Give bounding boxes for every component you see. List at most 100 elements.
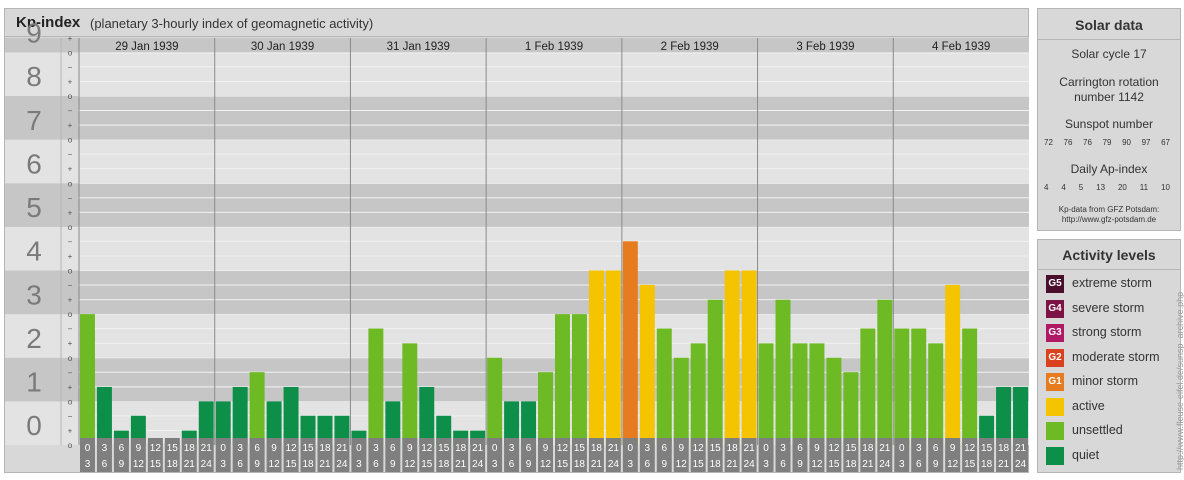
- kp-bar: [707, 299, 723, 445]
- sunspot-value: 72: [1044, 138, 1053, 147]
- kp-band: [5, 357, 1029, 402]
- sunspot-value: 79: [1102, 138, 1112, 147]
- interval-box: [419, 438, 435, 472]
- third-mark: o: [68, 179, 73, 188]
- y-tick-label: 9: [26, 18, 42, 49]
- interval-start-label: 3: [916, 443, 922, 454]
- interval-end-label: 3: [628, 459, 634, 470]
- y-tick-label: 7: [26, 105, 42, 136]
- kp-bar: [741, 270, 757, 445]
- interval-end-label: 24: [336, 459, 348, 470]
- interval-start-label: 6: [119, 443, 125, 454]
- kp-band: [5, 96, 1029, 140]
- kp-bar: [962, 328, 978, 445]
- legend-label: active: [1072, 398, 1105, 413]
- ap-values: 4 4 5 13 20 11 10: [1044, 183, 1170, 192]
- kp-bar: [300, 415, 316, 445]
- legend-item-unsettled: unsettled: [1046, 422, 1180, 442]
- interval-start-label: 9: [543, 443, 549, 454]
- kp-bar: [198, 401, 214, 445]
- carrington-rotation-label: Carrington rotation: [1059, 75, 1159, 89]
- legend-item-strong-storm: G3 strong storm: [1046, 324, 1180, 344]
- interval-start-label: 18: [862, 443, 874, 454]
- interval-box: [741, 438, 757, 472]
- kp-bar: [317, 415, 333, 445]
- interval-end-label: 6: [237, 459, 243, 470]
- interval-box: [707, 438, 723, 472]
- activity-title-divider: [1038, 269, 1180, 270]
- interval-end-label: 15: [421, 459, 433, 470]
- interval-end-label: 18: [302, 459, 314, 470]
- third-mark: o: [68, 441, 73, 450]
- interval-box: [283, 438, 299, 472]
- interval-end-label: 21: [184, 459, 196, 470]
- interval-start-label: 3: [373, 443, 379, 454]
- day-label: 30 Jan 1939: [251, 41, 314, 53]
- kp-bar: [996, 386, 1012, 445]
- kp-bar: [487, 357, 503, 445]
- interval-end-label: 3: [899, 459, 905, 470]
- sunspot-value: 76: [1083, 138, 1092, 147]
- legend-label: quiet: [1072, 447, 1100, 462]
- legend-label: severe storm: [1072, 300, 1145, 315]
- interval-end-label: 21: [455, 459, 467, 470]
- chart-subtitle: (planetary 3-hourly index of geomagnetic…: [90, 16, 374, 31]
- kp-band: [5, 52, 1029, 97]
- interval-box: [962, 438, 978, 472]
- interval-end-label: 6: [102, 459, 108, 470]
- kp-bar: [792, 343, 808, 445]
- legend-label: extreme storm: [1072, 276, 1152, 290]
- kp-bar: [622, 241, 638, 445]
- interval-start-label: 9: [271, 443, 277, 454]
- interval-start-label: 0: [899, 443, 905, 454]
- kp-bar: [504, 401, 520, 445]
- legend-item-severe-storm: G4 severe storm: [1046, 299, 1180, 320]
- day-label: 31 Jan 1939: [387, 41, 450, 53]
- interval-box: [300, 438, 316, 472]
- interval-box: [470, 438, 486, 472]
- interval-start-label: 0: [628, 443, 634, 454]
- third-mark: o: [68, 354, 73, 363]
- kp-plot: 0123456789o+−o+−o+−o+−o+−o+−o+−o+−o+−o+−…: [5, 18, 1029, 472]
- legend-item-extreme-storm: G5 extreme storm: [1046, 275, 1180, 295]
- interval-end-label: 24: [472, 459, 484, 470]
- interval-start-label: 15: [845, 443, 857, 454]
- interval-start-label: 6: [390, 443, 396, 454]
- interval-box: [80, 438, 95, 472]
- interval-end-label: 9: [797, 459, 803, 470]
- interval-end-label: 12: [133, 459, 145, 470]
- interval-start-label: 15: [574, 443, 586, 454]
- interval-start-label: 6: [797, 443, 803, 454]
- interval-end-label: 15: [828, 459, 840, 470]
- interval-box: [436, 438, 452, 472]
- interval-end-label: 9: [526, 459, 532, 470]
- interval-end-label: 18: [574, 459, 586, 470]
- data-credit: Kp-data from GFZ Potsdam:: [1058, 205, 1160, 214]
- kp-bar: [724, 270, 740, 445]
- interval-end-label: 12: [811, 459, 823, 470]
- third-mark: o: [68, 92, 73, 101]
- kp-bar: [96, 386, 112, 445]
- interval-end-label: 6: [916, 459, 922, 470]
- sunspot-value: 90: [1122, 138, 1131, 147]
- third-mark: −: [68, 150, 73, 159]
- sunspot-value: 67: [1161, 138, 1170, 147]
- kp-bar: [385, 401, 401, 445]
- interval-box: [504, 438, 520, 472]
- third-mark: +: [68, 77, 73, 86]
- interval-box: [996, 438, 1012, 472]
- interval-end-label: 9: [933, 459, 939, 470]
- interval-end-label: 24: [1015, 459, 1027, 470]
- interval-end-label: 21: [727, 459, 739, 470]
- interval-start-label: 15: [302, 443, 314, 454]
- interval-box: [249, 438, 265, 472]
- interval-start-label: 15: [438, 443, 450, 454]
- third-mark: o: [68, 48, 73, 57]
- third-mark: o: [68, 267, 73, 276]
- interval-start-label: 3: [102, 443, 108, 454]
- interval-end-label: 6: [509, 459, 515, 470]
- interval-box: [317, 438, 333, 472]
- interval-box: [622, 438, 638, 472]
- interval-box: [639, 438, 655, 472]
- interval-box: [181, 438, 197, 472]
